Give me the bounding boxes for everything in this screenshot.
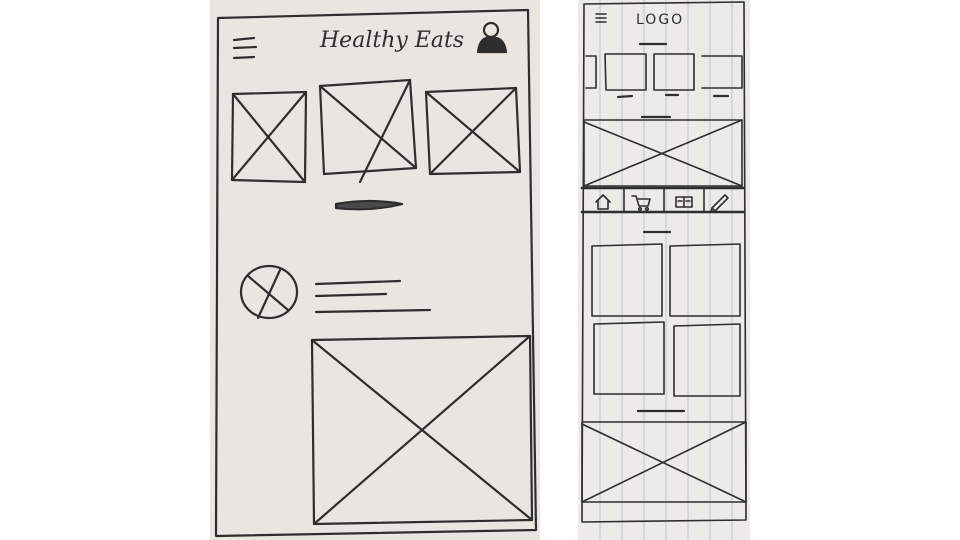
book-icon[interactable] bbox=[675, 196, 693, 208]
avatar-placeholder bbox=[239, 264, 299, 320]
home-icon[interactable] bbox=[595, 194, 611, 210]
hamburger-menu-icon[interactable] bbox=[595, 13, 607, 23]
app-title: Healthy Eats bbox=[319, 28, 464, 53]
user-profile-icon[interactable] bbox=[476, 21, 508, 54]
text-line-2 bbox=[314, 292, 388, 298]
card-placeholder-3 bbox=[593, 321, 665, 395]
text-line-3 bbox=[314, 308, 432, 314]
paper-rule-lines bbox=[599, 0, 733, 540]
left-sketch-drawing: Healthy Eats bbox=[214, 8, 538, 538]
carousel-row bbox=[585, 53, 743, 91]
shopping-cart-icon[interactable] bbox=[631, 195, 651, 212]
phone-frame bbox=[214, 8, 538, 538]
image-placeholder-3 bbox=[424, 86, 522, 176]
hamburger-menu-icon[interactable] bbox=[232, 36, 258, 60]
carousel-indicator bbox=[334, 199, 404, 211]
phone-frame bbox=[581, 1, 747, 523]
pencil-icon[interactable] bbox=[710, 194, 729, 213]
right-sketch-drawing: LOGO bbox=[580, 0, 747, 540]
logo-text: LOGO bbox=[636, 12, 684, 28]
bottom-nav-bar bbox=[580, 186, 746, 214]
card-placeholder-2 bbox=[669, 243, 741, 317]
image-placeholder-1 bbox=[230, 90, 308, 184]
text-line-1 bbox=[314, 279, 402, 286]
carousel-caption-line bbox=[616, 94, 634, 99]
card-placeholder-4 bbox=[673, 323, 741, 397]
left-wireframe-sketch: Healthy Eats bbox=[210, 0, 540, 540]
banner-image-placeholder bbox=[583, 119, 743, 187]
right-wireframe-sketch: LOGO bbox=[578, 0, 750, 540]
large-image-placeholder bbox=[310, 334, 534, 526]
bottom-banner-image-placeholder bbox=[581, 421, 747, 503]
image-placeholder-2 bbox=[318, 78, 418, 184]
card-placeholder-1 bbox=[591, 243, 663, 317]
